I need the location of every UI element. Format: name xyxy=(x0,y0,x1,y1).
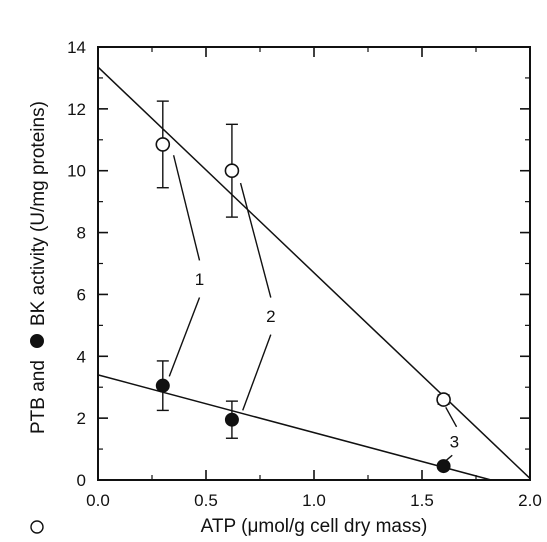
annotation-leader-2 xyxy=(239,182,272,298)
annotation-label-bg xyxy=(191,267,208,290)
y-tick-label: 12 xyxy=(67,100,86,119)
annotation-label: 3 xyxy=(450,432,459,451)
y-axis-label-group: PTB and BK activity (U/mg proteins) xyxy=(28,101,49,434)
x-tick-label: 0.0 xyxy=(86,491,110,510)
annotation-leader-1 xyxy=(168,297,201,377)
legend-filled-circle-marker xyxy=(30,334,44,348)
y-axis-label-part1: PTB and xyxy=(28,360,49,434)
y-tick-label: 6 xyxy=(77,285,86,304)
data-point-open xyxy=(155,137,171,152)
y-axis-label-part2: BK activity (U/mg proteins) xyxy=(28,101,49,326)
data-point-filled xyxy=(224,412,239,427)
annotation-label-bg xyxy=(262,305,279,328)
data-point-open xyxy=(436,392,451,407)
x-axis-label: ATP (μmol/g cell dry mass) xyxy=(201,516,428,537)
annotation-leader-2 xyxy=(242,334,272,411)
data-point-filled xyxy=(436,459,451,474)
legend-open-circle-marker-bottom xyxy=(30,520,44,534)
y-tick-label: 8 xyxy=(77,224,86,243)
annotation-label-bg xyxy=(446,430,463,453)
annotation-label: 2 xyxy=(266,307,275,326)
data-point-filled xyxy=(155,378,170,393)
x-tick-label: 0.5 xyxy=(194,491,218,510)
y-tick-label: 0 xyxy=(77,471,86,490)
y-tick-label: 10 xyxy=(67,162,86,181)
y-tick-label: 2 xyxy=(77,409,86,428)
annotation-label: 1 xyxy=(195,270,204,289)
fit-line-open xyxy=(97,66,531,479)
x-tick-label: 1.0 xyxy=(302,491,326,510)
y-tick-label: 14 xyxy=(67,38,86,57)
annotation-leader-3 xyxy=(445,406,458,428)
y-tick-label: 4 xyxy=(77,347,86,366)
data-point-open xyxy=(224,163,240,179)
fit-line-filled xyxy=(97,374,492,481)
annotation-leader-1 xyxy=(172,155,201,261)
x-tick-label: 2.0 xyxy=(518,491,542,510)
x-tick-label: 1.5 xyxy=(410,491,434,510)
